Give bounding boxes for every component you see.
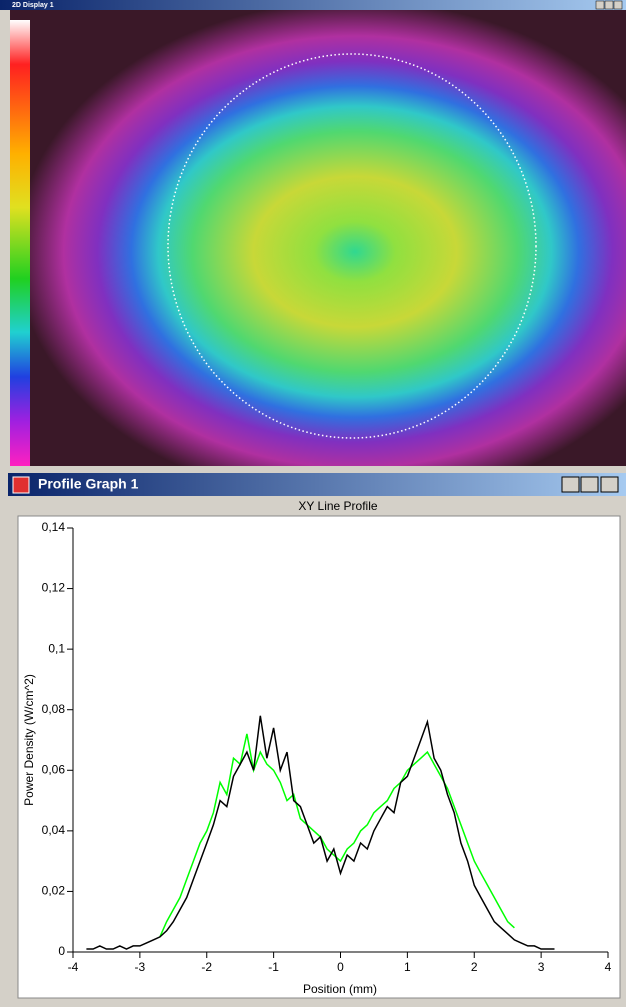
x-tick-label: -3 [135, 960, 146, 974]
y-axis-label: Power Density (W/cm^2) [22, 674, 36, 806]
x-tick-label: 4 [605, 960, 612, 974]
x-tick-label: 2 [471, 960, 478, 974]
y-tick-label: 0,12 [42, 581, 66, 595]
plot-panel [17, 515, 621, 999]
y-tick-label: 0,08 [42, 702, 66, 716]
x-tick-label: -2 [201, 960, 212, 974]
x-tick-label: 3 [538, 960, 545, 974]
title-bar [0, 0, 626, 10]
window-title: 2D Display 1 [12, 2, 54, 9]
y-tick-label: 0,04 [42, 823, 66, 837]
color-scale [10, 20, 30, 466]
beam-image [10, 10, 626, 466]
window-buttons[interactable] [595, 0, 623, 10]
y-tick-label: 0,06 [42, 762, 66, 776]
y-tick-label: 0,02 [42, 884, 66, 898]
window-buttons[interactable] [561, 476, 619, 493]
y-tick-label: 0,14 [42, 520, 66, 534]
aperture-circle [167, 53, 537, 439]
y-tick-label: 0 [58, 944, 65, 958]
window-title: Profile Graph 1 [38, 476, 139, 492]
x-tick-label: 1 [404, 960, 411, 974]
chart-title: XY Line Profile [298, 499, 377, 513]
data-line [86, 715, 555, 950]
plot: 0 0,02 0,04 0,06 0,08 0,1 0,12 0,14 -4 -3 -2 -1 0 1 2 3… [42, 520, 612, 974]
x-tick-label: 0 [337, 960, 344, 974]
x-tick-label: -4 [68, 960, 79, 974]
x-axis-label: Position (mm) [303, 982, 377, 996]
title-bar [8, 473, 626, 496]
x-tick-label: -1 [268, 960, 279, 974]
y-tick-label: 0,1 [48, 641, 65, 655]
window-icon [12, 476, 30, 494]
data-line [159, 733, 515, 938]
